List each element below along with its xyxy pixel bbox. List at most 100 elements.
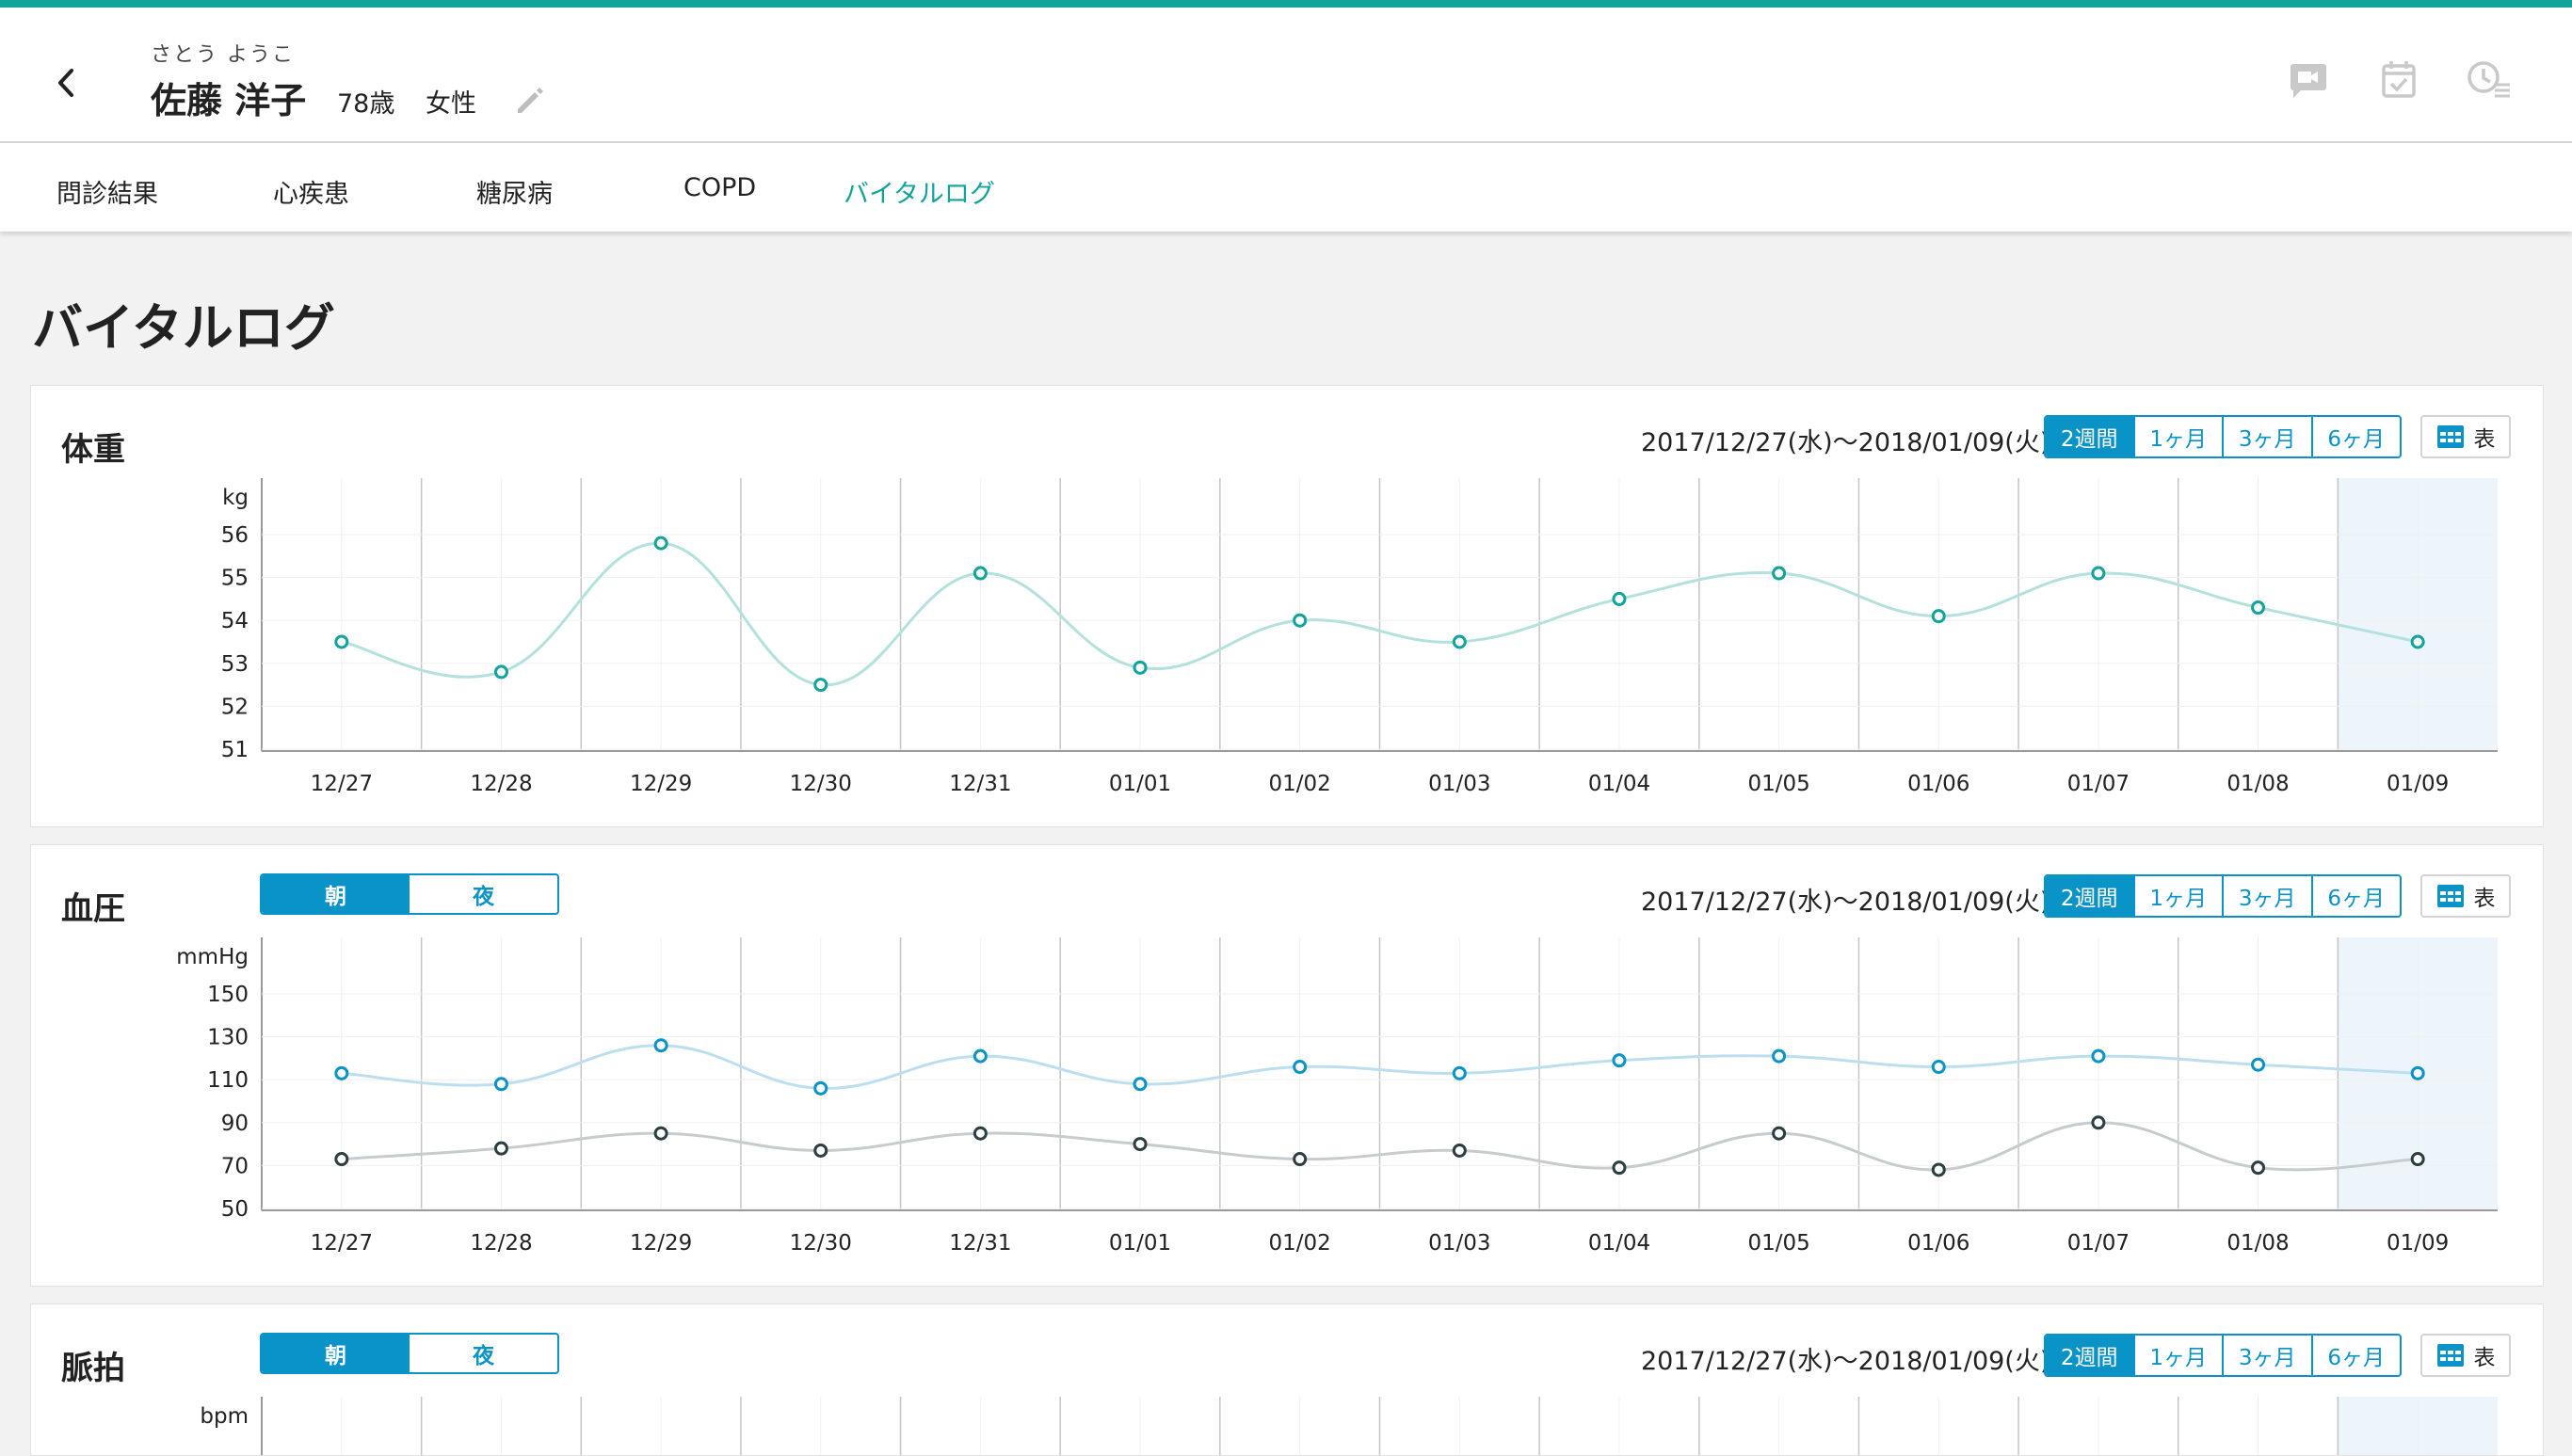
tab-bar: 問診結果 心疾患 糖尿病 COPD バイタルログ [0,143,2572,232]
data-point [1612,1160,1627,1176]
period-2weeks-button[interactable]: 2週間 [2046,417,2135,456]
toggle-morning-button[interactable]: 朝 [262,875,410,913]
data-point [1931,609,1946,624]
tab-copd[interactable]: COPD [683,173,757,202]
patient-sex: 女性 [426,89,476,119]
tab-diabetes[interactable]: 糖尿病 [476,180,553,209]
data-point [1293,1060,1308,1075]
series-line-2 [341,1121,2419,1172]
period-6months-button[interactable]: 6ヶ月 [2327,1346,2386,1370]
period-1month-button[interactable]: 1ヶ月 [2135,1336,2224,1375]
page-title: バイタルログ [32,298,335,358]
morning-night-toggle: 朝 夜 [260,1333,559,1374]
data-point [2410,1065,2425,1080]
history-button[interactable] [2465,56,2510,102]
period-1month-button[interactable]: 1ヶ月 [2135,417,2224,456]
period-selector: 2週間 1ヶ月 3ヶ月 6ヶ月 [2044,874,2402,918]
x-tick-label: 01/06 [1907,772,1969,796]
table-view-button[interactable]: 表 [2420,1334,2511,1377]
table-view-button[interactable]: 表 [2420,415,2511,458]
pulse-chart: bpm [200,1397,2498,1455]
y-tick-label: 56 [221,523,249,548]
x-tick-label: 12/29 [630,772,692,796]
x-tick-label: 12/28 [470,772,532,796]
data-point [334,1065,349,1080]
x-tick-label: 01/02 [1269,772,1331,796]
x-tick-label: 12/29 [630,1231,692,1256]
tab-heart-disease[interactable]: 心疾患 [273,180,349,209]
morning-night-toggle: 朝 夜 [260,873,559,915]
y-tick-label: 110 [207,1068,249,1093]
y-tick-label: 50 [221,1197,249,1222]
data-point [2091,566,2106,581]
schedule-button[interactable] [2376,56,2421,102]
card-title: 体重 [61,431,125,469]
data-point [813,678,828,693]
data-point [1293,613,1308,628]
y-tick-label: 51 [221,738,249,762]
data-point [653,1126,668,1141]
data-point [2251,1160,2266,1176]
table-view-label: 表 [2473,887,2496,911]
period-3months-button[interactable]: 3ヶ月 [2224,1336,2313,1375]
x-tick-label: 12/31 [949,772,1011,796]
period-2weeks-button[interactable]: 2週間 [2046,876,2135,916]
x-tick-label: 01/01 [1109,1231,1171,1256]
calendar-check-icon [2382,61,2416,98]
data-point [334,1152,349,1167]
table-icon [2436,425,2464,448]
period-3months-button[interactable]: 3ヶ月 [2224,876,2313,916]
data-point [653,536,668,551]
y-tick-label: 150 [207,983,249,1007]
edit-patient-button[interactable] [510,81,548,119]
blood-pressure-card: 血圧 朝 夜 2017/12/27(水)〜2018/01/09(火) 2週間 1… [30,844,2544,1287]
video-call-button[interactable] [2286,56,2331,102]
x-tick-label: 01/09 [2387,1231,2449,1256]
x-tick-label: 01/04 [1588,1231,1650,1256]
video-call-icon [2291,64,2326,98]
period-6months-button[interactable]: 6ヶ月 [2327,427,2386,452]
x-tick-label: 01/01 [1109,772,1171,796]
x-tick-label: 12/30 [790,1231,852,1256]
top-accent-bar [0,0,2572,8]
y-tick-label: 70 [221,1154,249,1178]
data-point [2410,1152,2425,1167]
x-tick-label: 01/06 [1907,1231,1969,1256]
y-tick-label: 52 [221,695,249,719]
y-tick-label: 55 [221,567,249,591]
x-tick-label: 01/07 [2067,1231,2130,1256]
data-point [493,1077,508,1092]
data-point [493,1141,508,1156]
period-2weeks-button[interactable]: 2週間 [2046,1336,2135,1375]
card-title: 血圧 [61,890,125,928]
data-point [2251,600,2266,616]
pulse-card: 脈拍 朝 夜 2017/12/27(水)〜2018/01/09(火) 2週間 1… [30,1304,2544,1456]
x-tick-label: 01/08 [2226,772,2289,796]
data-point [1612,591,1627,606]
x-tick-label: 01/03 [1428,772,1490,796]
period-1month-button[interactable]: 1ヶ月 [2135,876,2224,916]
table-view-label: 表 [2473,427,2496,452]
data-point [1452,1065,1467,1080]
chevron-left-icon [58,69,73,97]
patient-name-kana: さとう ようこ [151,43,295,67]
x-tick-label: 01/09 [2387,772,2449,796]
toggle-night-button[interactable]: 夜 [473,1344,494,1368]
period-6months-button[interactable]: 6ヶ月 [2327,887,2386,911]
x-tick-label: 01/04 [1588,772,1650,796]
tab-interview[interactable]: 問診結果 [56,180,158,209]
weight-chart: kg 51 52 53 54 55 56 12/27 12/28 12/29 12/30 12/31 0… [221,478,2498,796]
series-line-1 [341,541,2419,687]
toggle-morning-button[interactable]: 朝 [262,1335,410,1372]
data-point [813,1143,828,1158]
back-button[interactable] [49,56,87,109]
x-tick-label: 01/03 [1428,1231,1490,1256]
data-point [2091,1048,2106,1064]
period-3months-button[interactable]: 3ヶ月 [2224,417,2313,456]
tab-vital-log[interactable]: バイタルログ [844,180,995,209]
table-view-button[interactable]: 表 [2420,874,2511,918]
x-tick-label: 12/28 [470,1231,532,1256]
x-tick-label: 01/08 [2226,1231,2289,1256]
toggle-night-button[interactable]: 夜 [473,885,494,909]
data-point [1772,1048,1787,1064]
